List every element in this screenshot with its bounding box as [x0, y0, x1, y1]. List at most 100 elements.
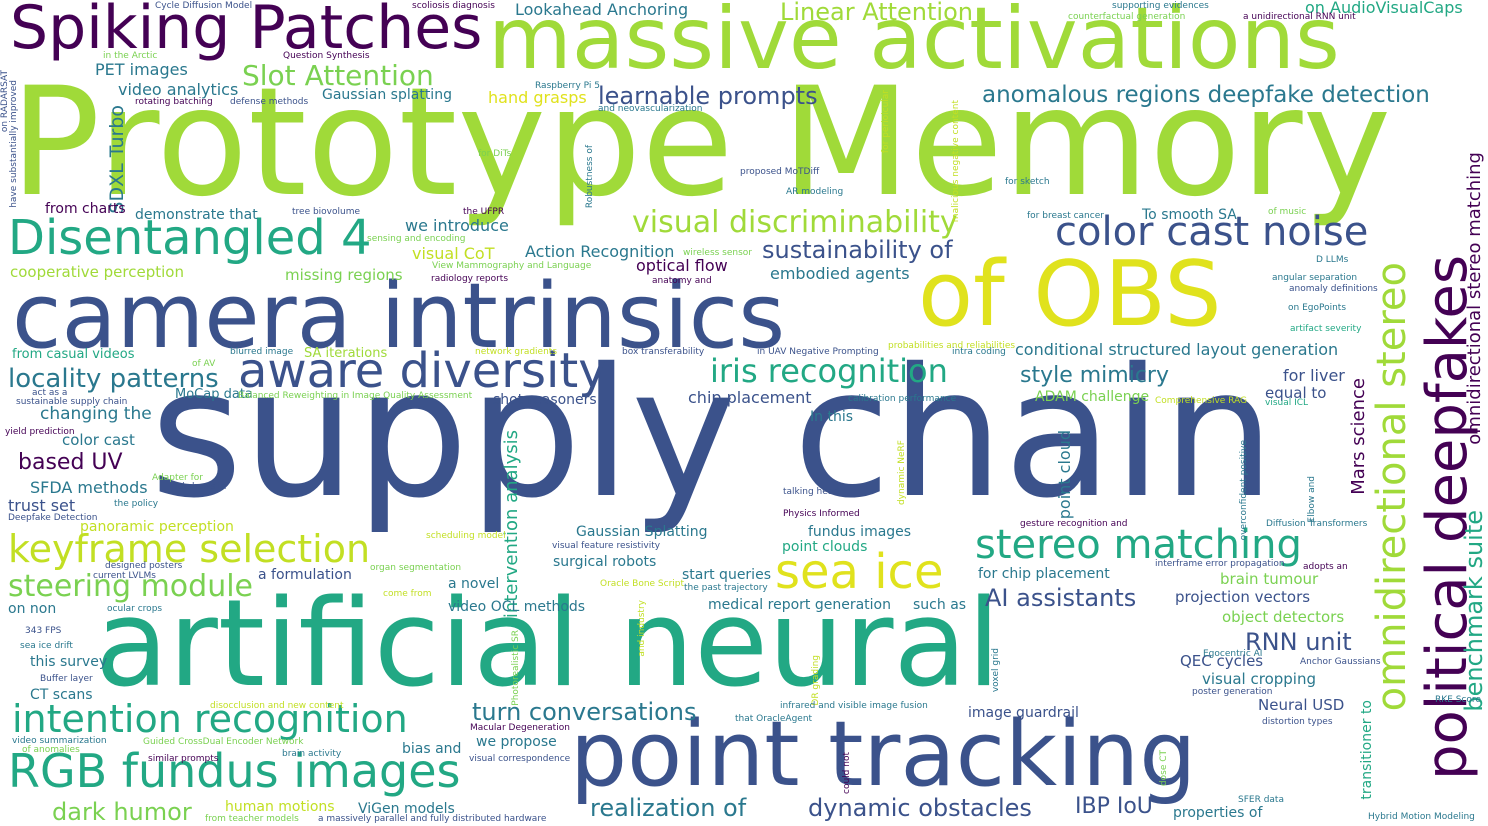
word: scheduling model	[426, 531, 506, 541]
word: from casual videos	[12, 347, 135, 362]
word: tree biovolume	[292, 207, 361, 217]
word: disocclusion and new content	[210, 701, 344, 711]
word: Guided CrossDual Encoder Network	[143, 737, 304, 747]
word: counterfactual generation	[1068, 12, 1186, 22]
word: Elbow and	[1307, 476, 1317, 523]
word: cooperative perception	[10, 263, 184, 281]
word: artifact severity	[1290, 324, 1362, 334]
word: similar prompts	[148, 754, 219, 764]
word: infrared and visible image fusion	[780, 701, 928, 711]
word: visual CoT	[412, 244, 495, 263]
word: View Mammography and Language	[432, 261, 592, 271]
word: color cast	[62, 431, 135, 449]
word: on EgoPoints	[1288, 303, 1347, 313]
word: fundus images	[808, 524, 912, 540]
word: sea ice	[775, 544, 944, 600]
word: camera intrinsics	[12, 264, 786, 369]
word: of AV	[192, 359, 216, 369]
word: voxel grid	[991, 648, 1001, 693]
word: visual discriminability	[632, 205, 958, 240]
word: embodied agents	[770, 264, 910, 283]
word: rotating batching	[135, 97, 213, 107]
word: designed posters	[105, 561, 183, 571]
word: for liver	[1283, 366, 1345, 385]
word: DR grading	[811, 655, 821, 706]
word: anomalous regions deepfake detection	[982, 82, 1430, 108]
word: Linear Attention	[780, 0, 973, 26]
word: organ segmentation	[370, 563, 462, 573]
word: a novel	[448, 576, 500, 592]
word: dark humor	[52, 798, 192, 826]
word: anatomy and	[652, 276, 712, 286]
word: sensing and encoding	[367, 234, 466, 244]
word: box transferability	[622, 347, 705, 357]
word: for perioicular	[881, 90, 891, 154]
word: come from	[383, 589, 432, 599]
word: equal to	[1265, 384, 1327, 402]
word: angular separation	[1272, 273, 1358, 283]
word: Physics Informed	[783, 509, 860, 519]
word: sea ice drift	[20, 641, 73, 651]
word: ViGen models	[358, 801, 455, 817]
word: sustainable supply chain	[16, 397, 128, 407]
word: rickshaws in	[171, 482, 227, 492]
word: Question Synthesis	[283, 51, 370, 61]
word: radiology reports	[431, 274, 509, 284]
word: ADAM challenge	[1035, 389, 1150, 405]
word: dynamic NeRF	[897, 440, 907, 506]
word: adopts an	[1303, 562, 1348, 572]
word: Anchor Gaussians	[1300, 657, 1381, 667]
word: probabilities and reliabilities	[888, 341, 1016, 351]
word: poster generation	[1192, 687, 1273, 697]
word: have substantially improved	[9, 80, 19, 208]
word: supporting evidences	[1112, 1, 1209, 11]
word: in the Arctic	[103, 51, 158, 61]
word: panoramic perception	[80, 519, 234, 535]
word: QEC cycles	[1180, 652, 1264, 670]
word: video summarization	[12, 736, 107, 746]
word: image guardrail	[968, 705, 1079, 721]
word: In this	[810, 409, 853, 425]
word: for chip placement	[978, 566, 1110, 582]
word: turn conversations	[472, 698, 697, 726]
word: AI assistants	[985, 584, 1137, 612]
word: of OBS	[918, 242, 1222, 347]
word: Spiking Patches	[10, 0, 483, 63]
word: Oracle Bone Script	[600, 579, 685, 589]
word: brain tumour	[1220, 570, 1319, 588]
word: D LLMs	[1316, 255, 1349, 265]
word: Comprehensive RAG	[1155, 396, 1248, 406]
word: Gaussian Splatting	[576, 524, 708, 540]
word: Lookahead Anchoring	[515, 0, 689, 19]
word: Hybrid Motion Modeling	[1368, 812, 1475, 822]
word: talking head	[783, 487, 840, 497]
word: realization of	[590, 794, 747, 822]
word: gesture recognition and	[1020, 519, 1128, 529]
word: artificial neural	[95, 575, 1001, 714]
word: SFDA methods	[30, 478, 148, 497]
word: on AudioVisualCaps	[1305, 0, 1463, 17]
word: from teacher models	[205, 814, 299, 824]
word: calibration performance	[848, 394, 957, 404]
word: Macular Degeneration	[470, 723, 570, 733]
word: the UFPR	[463, 207, 505, 217]
word: of anomalies	[22, 745, 80, 755]
word: Diffusion Transformers	[1266, 519, 1368, 529]
word: intention recognition	[12, 697, 408, 741]
word: intervention analysis	[501, 430, 522, 619]
word: CT scans	[30, 687, 93, 703]
word: Adapter for	[152, 473, 203, 483]
word: Disentangled 4	[8, 210, 372, 266]
word: medical report generation	[708, 597, 891, 613]
word: conditional structured layout generation	[1015, 340, 1339, 359]
word: shot reasoners	[493, 392, 597, 408]
word: sustainability of	[762, 236, 953, 264]
word: distortion types	[1262, 717, 1333, 727]
word: RGB fundus images	[8, 744, 461, 798]
word: omnidirectional stereo	[1369, 262, 1415, 712]
word: chip placement	[688, 388, 812, 407]
word: network gradients	[475, 347, 558, 357]
word: interframe error propagation	[1155, 559, 1285, 569]
word: Slot Attention	[242, 59, 434, 92]
word: of music	[1268, 207, 1307, 217]
